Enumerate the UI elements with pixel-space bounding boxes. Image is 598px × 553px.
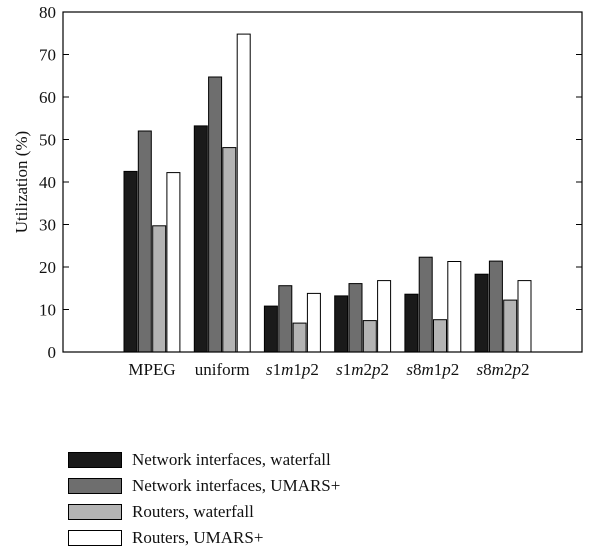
legend-swatch (68, 452, 122, 468)
y-tick-label: 10 (39, 301, 56, 320)
bar-MPEG-series-1 (123, 170, 138, 353)
bar-chart: 0 10 20 30 40 50 60 70 80 MPEG uniform s1m1p2 s1m2p… (12, 3, 583, 379)
legend-swatch (68, 478, 122, 494)
y-tick-label: 70 (39, 46, 56, 65)
bar-uniform-series-4 (236, 33, 251, 353)
bar-s1m2p2-series-2 (348, 283, 363, 353)
bar-s1m1p2-series-1 (263, 305, 278, 353)
x-tick-label-s8m2p2: s8m2p2 (477, 360, 530, 379)
x-tick-label-s8m1p2: s8m1p2 (406, 360, 459, 379)
x-tick-label-s1m1p2: s1m1p2 (266, 360, 319, 379)
x-tick-label-uniform: uniform (195, 360, 250, 379)
bar-s8m2p2-series-3 (503, 299, 518, 353)
bar-s1m1p2-series-3 (292, 322, 307, 353)
bar-s8m2p2-series-1 (474, 273, 489, 353)
bar-uniform-series-2 (208, 76, 223, 353)
legend-item-ni-waterfall: Network interfaces, waterfall (68, 447, 340, 473)
legend-label: Routers, waterfall (132, 502, 254, 521)
y-tick-label: 0 (48, 343, 57, 362)
legend-item-routers-umars: Routers, UMARS+ (68, 525, 340, 551)
y-tick-label: 40 (39, 173, 56, 192)
bar-s1m2p2-series-3 (362, 320, 377, 353)
legend-label: Network interfaces, UMARS+ (132, 476, 341, 495)
bar-uniform-series-1 (193, 125, 208, 353)
y-tick-label: 80 (39, 3, 56, 22)
legend-item-routers-waterfall: Routers, waterfall (68, 499, 340, 525)
bar-s8m2p2-series-2 (488, 260, 503, 353)
legend-swatch (68, 530, 122, 546)
bar-MPEG-series-2 (137, 130, 152, 353)
bar-s1m1p2-series-2 (278, 285, 293, 353)
y-tick-label: 60 (39, 88, 56, 107)
legend-label: Routers, UMARS+ (132, 528, 264, 547)
legend-label: Network interfaces, waterfall (132, 450, 331, 469)
bar-s8m2p2-series-4 (517, 280, 532, 353)
bar-s8m1p2-series-4 (447, 261, 462, 353)
legend-item-ni-umars: Network interfaces, UMARS+ (68, 473, 340, 499)
legend: Network interfaces, waterfall Network in… (68, 447, 340, 551)
y-ticks-group: 0 10 20 30 40 50 60 70 80 (39, 3, 582, 362)
bar-s1m2p2-series-1 (334, 295, 349, 353)
bar-s1m1p2-series-4 (306, 292, 321, 353)
bar-MPEG-series-3 (152, 225, 167, 353)
bar-s8m1p2-series-3 (433, 319, 447, 353)
bar-MPEG-series-4 (166, 172, 181, 353)
y-axis-title: Utilization (%) (12, 131, 31, 233)
legend-swatch (68, 504, 122, 520)
bars-group (123, 33, 532, 353)
bar-s8m1p2-series-2 (418, 256, 433, 353)
x-tick-label-s1m2p2: s1m2p2 (336, 360, 389, 379)
bar-s1m2p2-series-4 (377, 280, 392, 353)
bar-s8m1p2-series-1 (404, 293, 419, 353)
y-tick-label: 50 (39, 131, 56, 150)
x-labels-group: MPEG uniform s1m1p2 s1m2p2 s8m1p2 s8m2p2 (128, 360, 529, 379)
x-tick-label-MPEG: MPEG (128, 360, 175, 379)
y-tick-label: 20 (39, 258, 56, 277)
y-tick-label: 30 (39, 216, 56, 235)
bar-uniform-series-3 (222, 147, 237, 353)
